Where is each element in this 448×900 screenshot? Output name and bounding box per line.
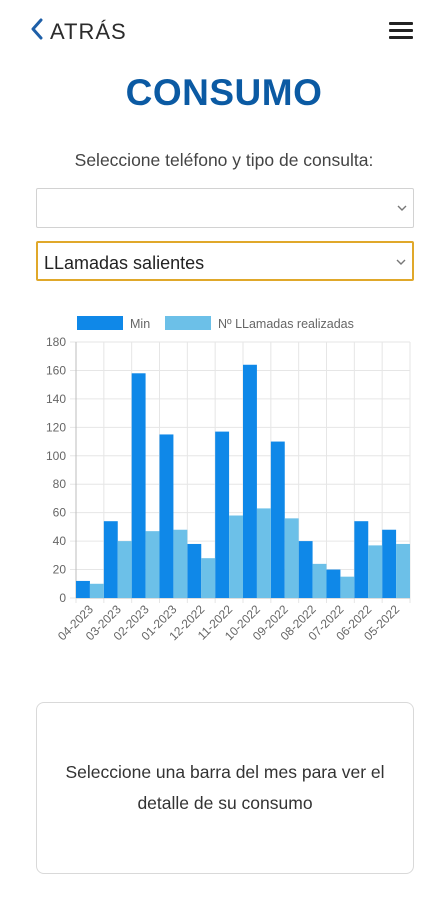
bar-calls-05-2022[interactable] — [396, 543, 410, 598]
hamburger-menu-icon[interactable] — [389, 22, 413, 40]
chevron-down-icon — [396, 259, 406, 265]
page-subtitle: Seleccione teléfono y tipo de consulta: — [74, 150, 374, 170]
y-tick-label: 180 — [46, 335, 66, 349]
bar-min-04-2023[interactable] — [76, 580, 90, 598]
bar-min-02-2023[interactable] — [131, 373, 146, 598]
legend-label: Min — [130, 317, 150, 331]
y-tick-label: 120 — [46, 420, 66, 434]
y-tick-label: 0 — [59, 591, 66, 605]
bar-calls-07-2022[interactable] — [340, 576, 355, 598]
bar-min-01-2023[interactable] — [159, 434, 174, 598]
bar-calls-04-2023[interactable] — [89, 583, 104, 598]
bar-min-08-2022[interactable] — [298, 541, 313, 598]
bar-min-06-2022[interactable] — [354, 521, 369, 598]
bar-calls-01-2023[interactable] — [173, 529, 188, 598]
y-tick-label: 80 — [53, 477, 67, 491]
phone-select[interactable] — [36, 188, 414, 228]
bar-min-03-2023[interactable] — [103, 521, 118, 598]
consultation-type-value: LLamadas salientes — [44, 253, 205, 273]
bar-min-07-2022[interactable] — [326, 569, 341, 598]
y-tick-label: 100 — [46, 449, 66, 463]
chevron-down-icon — [397, 205, 407, 211]
top-bar: ATRÁS — [0, 0, 448, 62]
bar-calls-12-2022[interactable] — [201, 558, 216, 598]
y-tick-label: 160 — [46, 363, 66, 377]
consultation-type-select[interactable]: LLamadas salientes — [36, 241, 414, 281]
bar-calls-10-2022[interactable] — [256, 508, 271, 598]
bar-calls-03-2023[interactable] — [117, 541, 132, 598]
info-card-text: Seleccione una barra del mes para ver el… — [65, 762, 385, 813]
bar-min-12-2022[interactable] — [187, 543, 202, 598]
chevron-left-icon — [30, 18, 44, 45]
back-label: ATRÁS — [50, 18, 127, 44]
bar-calls-11-2022[interactable] — [229, 515, 243, 598]
bar-calls-08-2022[interactable] — [312, 563, 327, 598]
bar-min-05-2022[interactable] — [382, 529, 397, 598]
bar-calls-09-2022[interactable] — [284, 518, 299, 598]
consumption-bar-chart: 02040608010012014016018004-202303-202302… — [46, 316, 411, 643]
bar-min-11-2022[interactable] — [215, 431, 230, 598]
legend-swatch — [77, 316, 123, 330]
y-tick-label: 20 — [53, 563, 67, 577]
bar-calls-06-2022[interactable] — [368, 545, 383, 598]
bar-calls-02-2023[interactable] — [145, 531, 160, 598]
legend-swatch — [165, 316, 211, 330]
info-card: Seleccione una barra del mes para ver el… — [36, 702, 414, 874]
y-tick-label: 40 — [53, 534, 67, 548]
bar-min-09-2022[interactable] — [270, 441, 285, 598]
back-button[interactable]: ATRÁS — [30, 18, 127, 45]
bar-min-10-2022[interactable] — [243, 364, 257, 598]
y-tick-label: 60 — [53, 506, 67, 520]
y-tick-label: 140 — [46, 392, 66, 406]
legend-label: Nº LLamadas realizadas — [218, 317, 354, 331]
page-title: CONSUMO — [125, 72, 323, 113]
